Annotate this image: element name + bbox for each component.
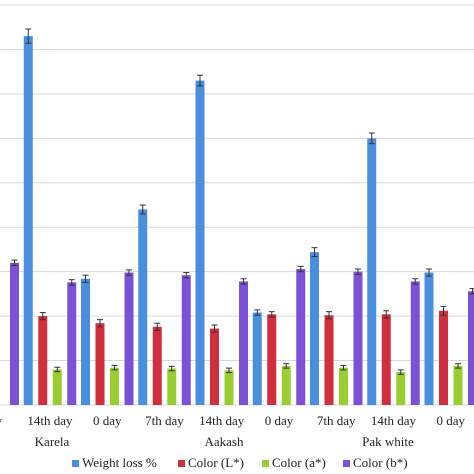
legend-swatch [262,460,269,467]
bar [410,281,420,405]
bar [38,316,48,405]
category-tick-label: 14th day [199,413,245,428]
bar [296,269,306,405]
group-label: Karela [35,434,70,449]
group-labels: Karela Aakash Pak white [35,434,414,449]
group-label: Pak white [362,434,414,449]
bar [110,367,119,405]
bar [81,278,90,405]
category-tick-labels: day 14th day 0 day 7th day 14th day 0 day 7th … [0,413,466,428]
bar [468,291,474,405]
bar [224,370,234,405]
bar [281,365,291,405]
bar [324,315,334,405]
bar [396,372,406,405]
bar [381,314,391,405]
legend-swatch [178,460,185,467]
bar [267,314,277,405]
category-tick-label: 0 day [93,413,122,428]
bar [439,310,448,405]
legend-label: Weight loss % [82,455,157,470]
bar [95,323,105,405]
bar [181,275,191,405]
error-bars [11,28,474,375]
legend-swatch [343,460,350,467]
bar [453,365,463,405]
bar [252,312,262,405]
bar [239,281,248,405]
bars [10,36,474,406]
bar [52,369,62,405]
category-tick-label: 7th day [145,413,184,428]
legend-label: Color (L*) [188,455,244,470]
bar [124,272,134,405]
legend: Weight loss % Color (L*) Color (a*) Color (… [72,455,408,470]
category-tick-label: 14th day [27,413,73,428]
bar [424,272,434,405]
bar [67,282,77,405]
bar [23,36,33,405]
group-label: Aakash [205,434,244,449]
bar [310,252,319,405]
bar [167,368,177,405]
bar [353,271,363,405]
bar [210,328,219,405]
legend-label: Color (a*) [272,455,326,470]
gridlines [0,4,474,406]
bar [195,80,205,406]
category-tick-label: 0 day [265,413,294,428]
category-tick-label: day [0,413,3,428]
category-tick-label: 7th day [317,413,356,428]
legend-label: Color (b*) [353,455,408,470]
category-tick-label: 14th day [371,413,417,428]
bar [152,326,162,405]
bar [10,262,19,405]
bar [367,138,377,406]
legend-swatch [72,460,79,467]
bar [138,209,148,405]
bar [339,367,348,405]
category-tick-label: 0 day [436,413,465,428]
